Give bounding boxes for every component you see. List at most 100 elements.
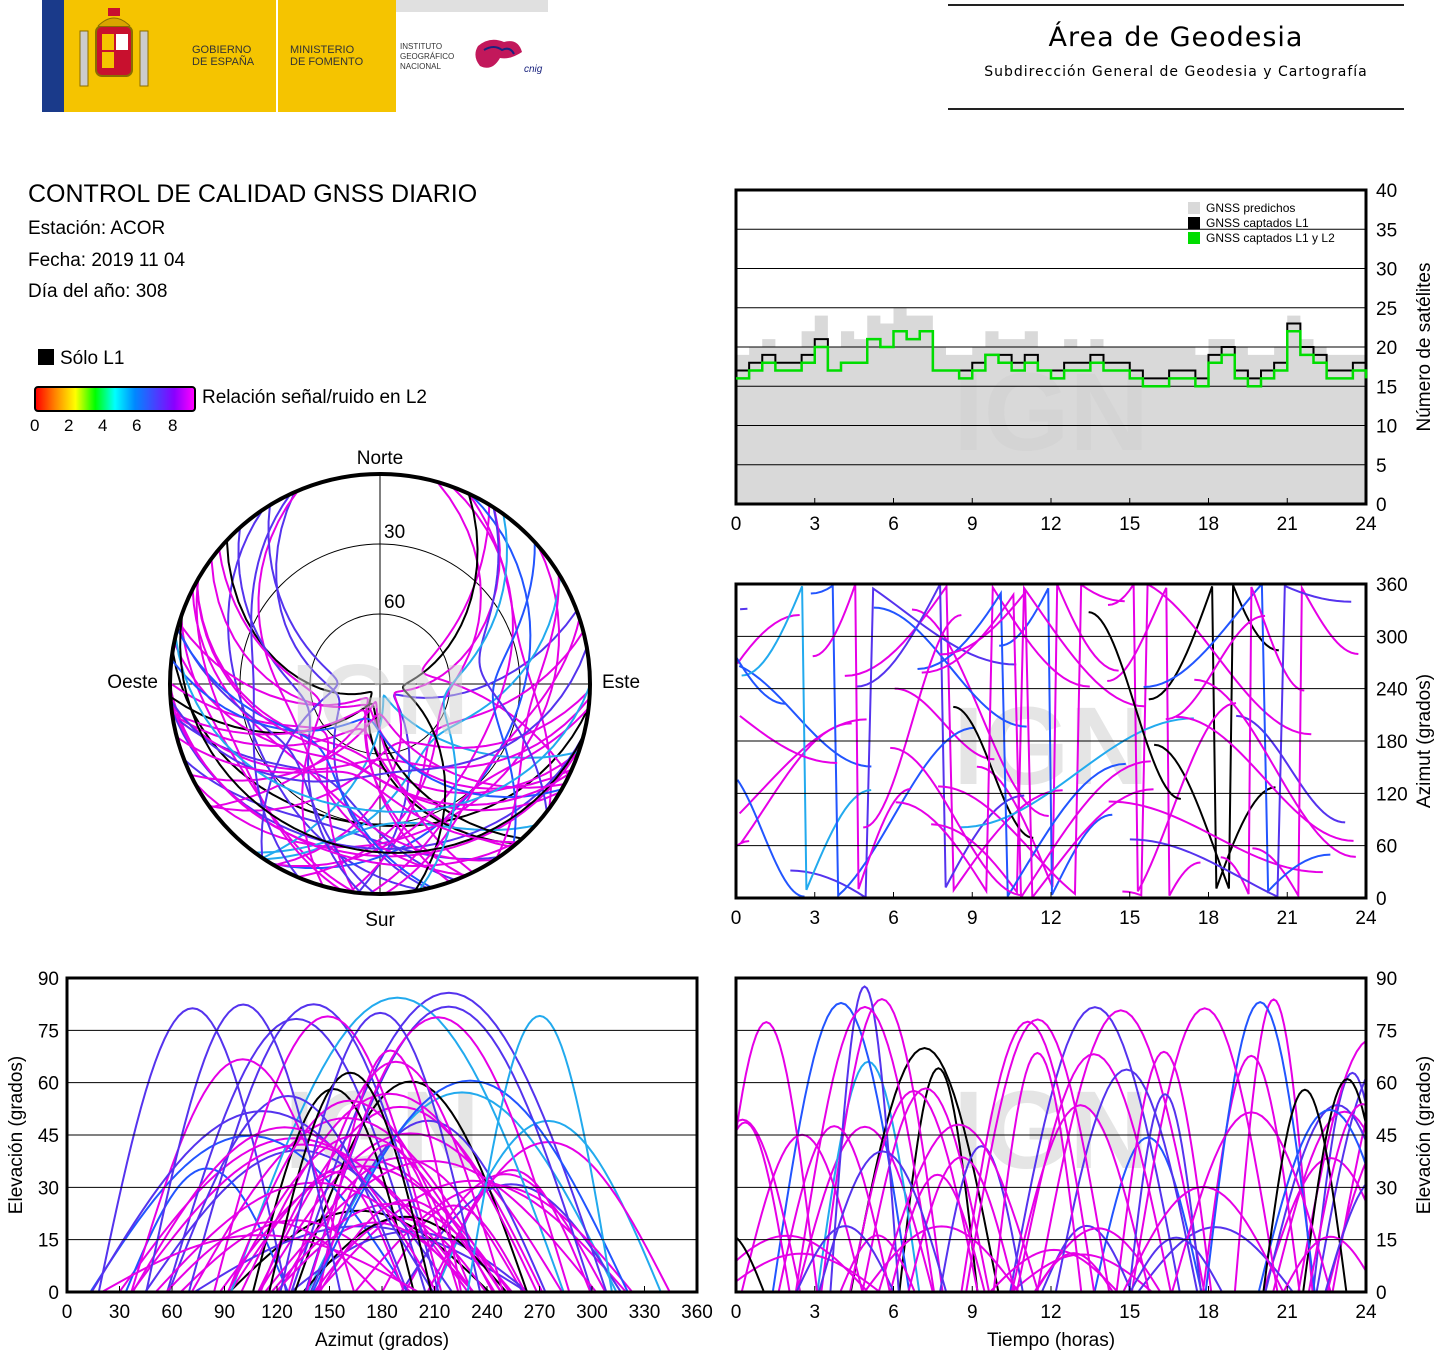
satellite-track	[1143, 584, 1331, 894]
satellite-track	[97, 1007, 288, 1292]
satellite-track	[1165, 614, 1266, 721]
watermark-text: IGN	[291, 644, 469, 756]
x-tick-label: 18	[1198, 908, 1219, 929]
satellite-track	[1107, 584, 1237, 892]
legend-swatch	[1188, 232, 1200, 244]
satellite-track	[167, 1095, 409, 1292]
y-tick-label: 300	[1376, 627, 1408, 648]
y-tick-label: 15	[38, 1231, 59, 1252]
satellite-track	[1201, 1054, 1301, 1292]
satellite-track	[230, 996, 565, 1292]
x-tick-label: 300	[576, 1302, 608, 1323]
satellite-track	[1220, 586, 1305, 895]
inst-line1: INSTITUTO	[400, 42, 443, 51]
skyplot-north-label: Norte	[357, 448, 403, 469]
satellite-track	[170, 658, 562, 799]
satellite-track	[273, 507, 501, 867]
y-tick-label: 30	[1376, 1178, 1397, 1199]
x-tick-label: 21	[1277, 908, 1298, 929]
y-tick-label: 60	[1376, 1074, 1397, 1095]
satellite-track	[311, 1079, 629, 1292]
legend-swatch	[1188, 202, 1200, 214]
satellite-track	[178, 622, 466, 878]
satellite-track	[478, 507, 548, 812]
min-line2: DE FOMENTO	[290, 56, 364, 68]
satellite-track	[262, 694, 579, 859]
y-tick-label: 75	[1376, 1021, 1397, 1042]
satellite-track	[1262, 1088, 1348, 1292]
satellite-track	[863, 614, 962, 829]
gov-line2: DE ESPAÑA	[192, 56, 255, 68]
date-label: Fecha: 2019 11 04	[28, 250, 186, 271]
satellite-track	[250, 493, 300, 879]
satellite-track	[861, 1087, 991, 1292]
satellite-track	[889, 1173, 986, 1292]
satellite-track	[1129, 1236, 1223, 1292]
x-tick-label: 3	[809, 514, 820, 535]
eu-flag-strip	[42, 0, 64, 112]
satellite-track	[740, 722, 852, 844]
satellite-track	[939, 589, 1154, 898]
satellite-track	[1171, 1111, 1332, 1292]
satellite-track	[736, 1235, 765, 1292]
x-tick-label: 21	[1277, 1302, 1298, 1323]
snr-tick: 4	[98, 416, 108, 435]
x-tick-label: 90	[214, 1302, 235, 1323]
satellite-track	[738, 718, 867, 815]
y-tick-label: 360	[1376, 575, 1408, 596]
y-tick-label: 120	[1376, 784, 1408, 805]
satellite-track	[1175, 715, 1354, 842]
satellite-track	[736, 1118, 802, 1292]
x-tick-label: 240	[471, 1302, 503, 1323]
inst-line2: GEOGRÁFICO	[400, 52, 455, 61]
satellite-track	[738, 665, 872, 768]
header-area: Área de Geodesia Subdirección General de…	[948, 0, 1406, 112]
skyplot-ring-label: 30	[384, 522, 405, 543]
satellite-track	[171, 713, 513, 848]
satellite-track	[170, 695, 523, 840]
satellite-track	[170, 697, 590, 771]
ministerio-logo: MINISTERIO DE FOMENTO	[276, 0, 398, 112]
header-rule-bottom	[948, 108, 1404, 110]
satellite-track	[890, 746, 1024, 897]
x-tick-label: 9	[967, 908, 978, 929]
satellite-track	[989, 1248, 1119, 1292]
gov-line1: GOBIERNO	[192, 44, 252, 56]
satellite-track	[131, 1143, 475, 1292]
x-tick-label: 0	[731, 1302, 742, 1323]
track-group	[736, 584, 1359, 898]
y-tick-label: 35	[1376, 220, 1397, 241]
x-tick-label: 21	[1277, 514, 1298, 535]
x-tick-label: 15	[1119, 1302, 1140, 1323]
satellite-track	[101, 1234, 419, 1292]
satellite-track	[921, 591, 1151, 898]
header-logos: GOBIERNO DE ESPAÑA MINISTERIO DE FOMENTO…	[42, 0, 548, 112]
satellite-track	[195, 581, 571, 807]
y-tick-label: 90	[1376, 969, 1397, 990]
satellite-track	[1236, 714, 1346, 824]
y-tick-label: 0	[1376, 1283, 1387, 1304]
y-axis-label: Elevación (grados)	[1414, 1056, 1435, 1214]
satellite-track	[1107, 587, 1201, 897]
header-rule-top	[948, 4, 1404, 6]
satellite-track	[209, 700, 474, 874]
y-axis-label: Elevación (grados)	[6, 1056, 27, 1214]
satellite-track	[257, 490, 467, 877]
elevation-time-chart: IGN 0 15 30 45 60 75 90 0 3 6 9 12 15 18 21 24 Tiempo (ho…	[731, 969, 1435, 1350]
x-tick-label: 6	[888, 1302, 899, 1323]
x-tick-label: 120	[261, 1302, 293, 1323]
satellite-track	[318, 1199, 496, 1292]
x-tick-label: 6	[888, 908, 899, 929]
legend-label: GNSS captados L1 y L2	[1206, 231, 1335, 245]
only-l1-label: Sólo L1	[60, 348, 125, 369]
skyplot-chart: IGN Norte Sur Este Oeste 30 60	[107, 448, 640, 931]
y-tick-label: 15	[1376, 1231, 1397, 1252]
satellite-track	[1130, 1007, 1279, 1292]
satellite-track	[849, 1046, 1000, 1292]
satellite-track	[1010, 1104, 1151, 1292]
satellite-track	[287, 1060, 504, 1292]
satellite-track	[939, 1145, 1024, 1292]
x-tick-label: 360	[681, 1302, 713, 1323]
satellite-track	[176, 736, 519, 844]
